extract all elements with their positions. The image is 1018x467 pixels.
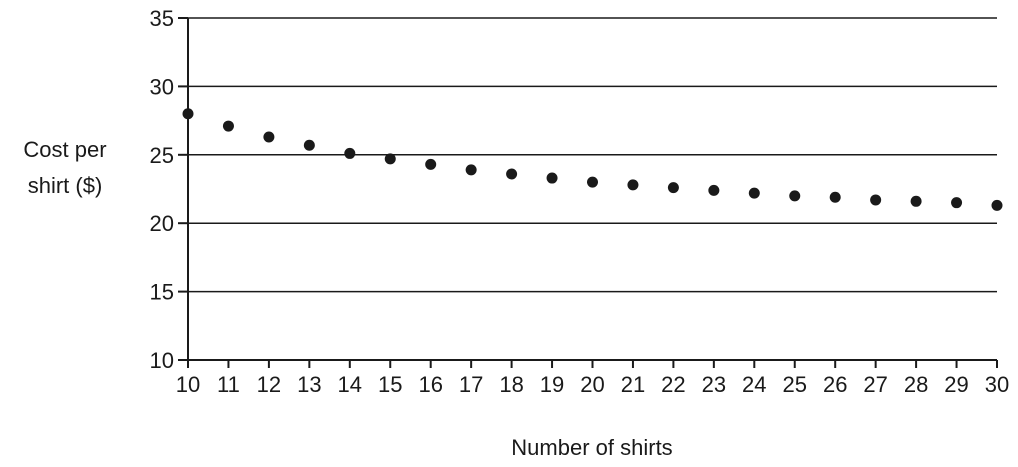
x-tick-label: 30 xyxy=(985,372,1009,397)
x-tick-label: 29 xyxy=(944,372,968,397)
x-tick-label: 23 xyxy=(702,372,726,397)
data-point xyxy=(951,197,963,209)
x-tick-label: 15 xyxy=(378,372,402,397)
x-tick-label: 20 xyxy=(580,372,604,397)
x-tick-label: 14 xyxy=(338,372,362,397)
data-point xyxy=(829,191,841,203)
y-tick-label: 10 xyxy=(150,348,174,373)
x-tick-label: 12 xyxy=(257,372,281,397)
x-tick-label: 25 xyxy=(783,372,807,397)
x-tick-label: 11 xyxy=(217,372,240,397)
tick-labels: 10 15 20 25 30 35 10 11 12 13 14 15 16 17 18 19 20 21 22 23… xyxy=(150,6,1010,397)
gridlines xyxy=(188,17,997,293)
data-points xyxy=(182,108,1003,211)
data-point xyxy=(465,164,477,176)
x-tick-label: 28 xyxy=(904,372,928,397)
data-point xyxy=(546,172,558,184)
x-tick-label: 21 xyxy=(621,372,645,397)
data-point xyxy=(344,147,356,159)
data-point xyxy=(991,199,1003,211)
y-tick-label: 15 xyxy=(150,280,174,305)
data-point xyxy=(587,176,598,188)
data-point xyxy=(627,179,639,191)
y-axis-title-line-1: Cost per xyxy=(23,137,106,162)
y-tick-label: 25 xyxy=(150,143,174,168)
data-point xyxy=(425,158,437,170)
data-point xyxy=(910,195,922,207)
y-axis-title-line-2: shirt ($) xyxy=(28,173,103,198)
data-point xyxy=(384,153,396,165)
data-point xyxy=(789,190,801,202)
data-point xyxy=(263,131,275,143)
x-tick-label: 13 xyxy=(297,372,321,397)
data-point xyxy=(748,187,760,199)
data-point xyxy=(667,182,679,194)
x-tick-label: 18 xyxy=(499,372,523,397)
x-tick-label: 24 xyxy=(742,372,766,397)
data-point xyxy=(303,139,315,151)
data-point xyxy=(182,108,194,120)
y-tick-label: 20 xyxy=(150,211,174,236)
x-tick-label: 10 xyxy=(176,372,200,397)
x-tick-label: 26 xyxy=(823,372,847,397)
x-tick-label: 17 xyxy=(459,372,483,397)
y-tick-label: 35 xyxy=(150,6,174,31)
axis-titles: Cost per shirt ($) Number of shirts xyxy=(23,137,672,460)
y-tick-label: 30 xyxy=(150,74,174,99)
x-axis-title: Number of shirts xyxy=(511,435,672,460)
data-point xyxy=(870,194,882,206)
data-point xyxy=(222,120,234,132)
x-tick-label: 22 xyxy=(661,372,685,397)
x-tick-label: 27 xyxy=(863,372,887,397)
x-tick-label: 16 xyxy=(418,372,442,397)
data-point xyxy=(506,168,518,180)
data-point xyxy=(708,184,720,196)
axes xyxy=(178,17,998,368)
x-tick-label: 19 xyxy=(540,372,564,397)
